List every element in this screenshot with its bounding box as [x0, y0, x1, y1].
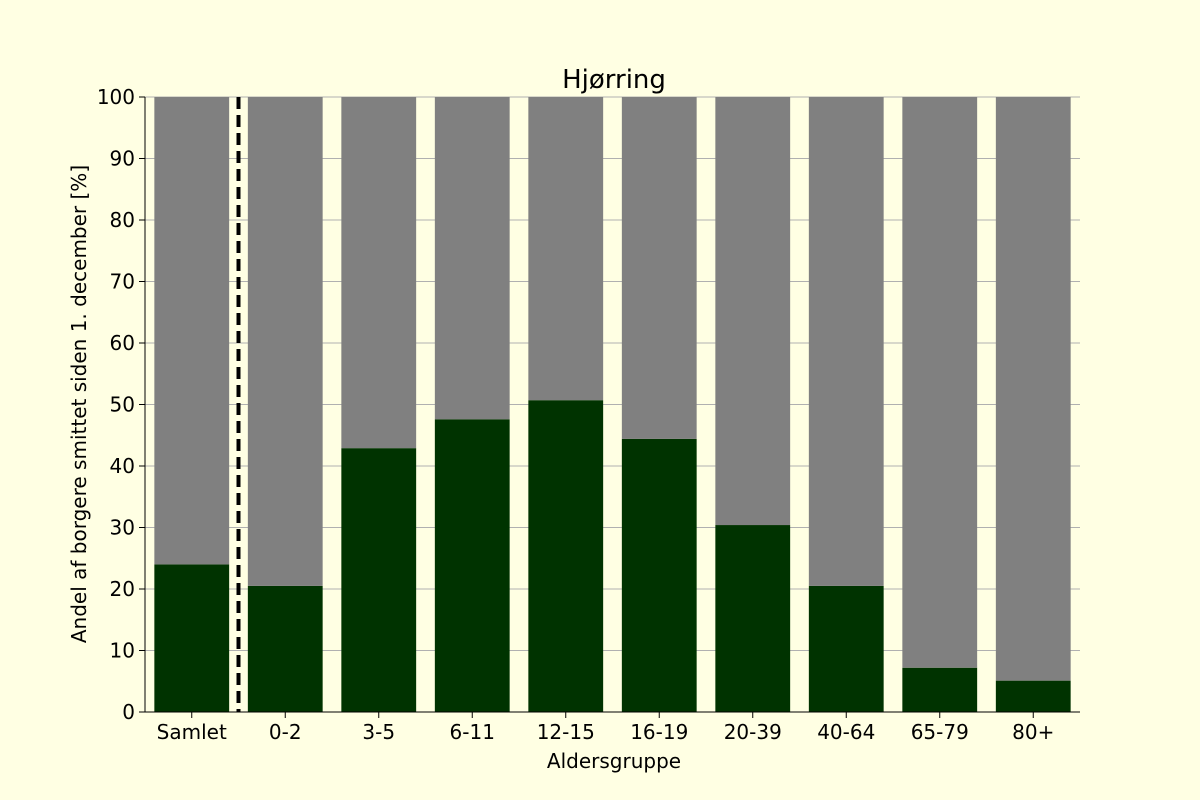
- chart-title: Hjørring: [562, 65, 666, 95]
- x-tick-label: 16-19: [630, 720, 688, 744]
- x-tick-labels: Samlet 0-2 3-5 6-11 12-15 16-19 20-39 40-64 65-7…: [157, 720, 1055, 744]
- x-tick-label: 80+: [1012, 720, 1054, 744]
- bar-remainder: [434, 97, 510, 420]
- y-tick-label: 90: [110, 147, 135, 171]
- y-tick-label: 100: [97, 85, 135, 109]
- bar-infected: [902, 667, 978, 712]
- axes: [139, 96, 1080, 718]
- bar-remainder: [715, 97, 791, 526]
- bar-remainder: [341, 97, 417, 449]
- bars: [154, 97, 1071, 712]
- x-tick-label: 20-39: [724, 720, 782, 744]
- y-tick-label: 20: [110, 577, 135, 601]
- bar-infected: [247, 585, 323, 712]
- y-tick-label: 60: [110, 331, 135, 355]
- x-tick-label: 65-79: [911, 720, 969, 744]
- x-tick-label: 3-5: [362, 720, 395, 744]
- bar-infected: [715, 525, 791, 712]
- x-tick-label: 6-11: [450, 720, 495, 744]
- bar-remainder: [621, 97, 697, 439]
- bar-infected: [341, 448, 417, 712]
- bar-infected: [154, 564, 230, 712]
- bar-infected: [434, 419, 510, 712]
- x-tick-label: Samlet: [157, 720, 227, 744]
- bar-remainder: [902, 97, 978, 668]
- bar-infected: [808, 585, 884, 712]
- x-tick-label: 0-2: [269, 720, 302, 744]
- bar-infected: [528, 400, 604, 712]
- y-tick-label: 50: [110, 393, 135, 417]
- bar-infected: [995, 680, 1071, 712]
- bar-remainder: [247, 97, 323, 586]
- y-axis-label: Andel af borgere smittet siden 1. decemb…: [67, 165, 91, 643]
- x-tick-label: 12-15: [537, 720, 595, 744]
- bar-remainder: [995, 97, 1071, 681]
- bar-infected: [621, 438, 697, 712]
- y-tick-label: 40: [110, 454, 135, 478]
- y-tick-label: 80: [110, 208, 135, 232]
- y-tick-label: 10: [110, 639, 135, 663]
- bar-remainder: [808, 97, 884, 586]
- y-tick-label: 0: [122, 700, 135, 724]
- x-axis-label: Aldersgruppe: [547, 749, 681, 773]
- y-tick-label: 30: [110, 516, 135, 540]
- y-tick-label: 70: [110, 270, 135, 294]
- x-tick-label: 40-64: [817, 720, 875, 744]
- bar-remainder: [154, 97, 230, 565]
- y-tick-labels: 0 10 20 30 40 50 60 70 80 90 100: [97, 85, 135, 724]
- bar-remainder: [528, 97, 604, 401]
